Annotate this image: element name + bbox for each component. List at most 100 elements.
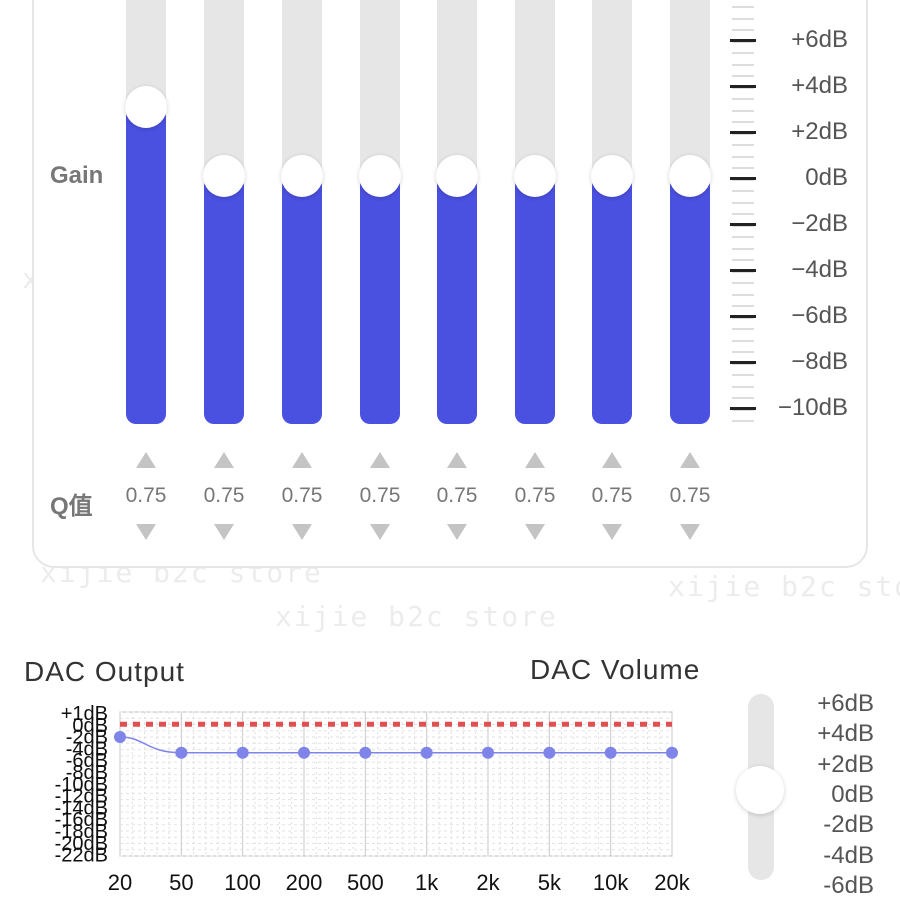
scale-label: −8dB	[791, 348, 848, 375]
q-decrease-icon[interactable]	[214, 524, 234, 540]
q-increase-icon[interactable]	[370, 452, 390, 468]
scale-minor-tick	[732, 144, 754, 146]
scale-minor-tick	[732, 213, 754, 215]
dac-volume-label: 0dB	[831, 780, 874, 808]
q-increase-icon[interactable]	[136, 452, 156, 468]
chart-y-tick-label: -6dB	[66, 750, 108, 772]
scale-major-tick	[730, 39, 756, 42]
q-increase-icon[interactable]	[602, 452, 622, 468]
q-value: 0.75	[436, 484, 478, 507]
chart-y-tick-label: -8dB	[66, 762, 108, 784]
q-decrease-icon[interactable]	[680, 524, 700, 540]
q-increase-icon[interactable]	[680, 452, 700, 468]
q-control: 0.75	[505, 452, 565, 540]
q-increase-icon[interactable]	[292, 452, 312, 468]
eq-band-slider[interactable]	[436, 0, 478, 424]
scale-minor-tick	[732, 18, 754, 20]
watermark: xijie b2c store	[668, 570, 900, 603]
eq-band-knob[interactable]	[591, 155, 633, 197]
q-decrease-icon[interactable]	[292, 524, 312, 540]
chart-point	[543, 746, 556, 759]
dac-volume-knob[interactable]	[736, 766, 784, 814]
eq-band-slider[interactable]	[669, 0, 711, 424]
chart-point	[359, 746, 372, 759]
q-control: 0.75	[350, 452, 410, 540]
eq-band-slider[interactable]	[359, 0, 401, 424]
scale-minor-tick	[732, 6, 754, 8]
q-control: 0.75	[194, 452, 254, 540]
eq-band-fill	[592, 176, 632, 424]
q-decrease-icon[interactable]	[525, 524, 545, 540]
q-decrease-icon[interactable]	[447, 524, 467, 540]
q-value: 0.75	[125, 484, 167, 507]
scale-minor-tick	[732, 179, 754, 181]
eq-band-slider[interactable]	[281, 0, 323, 424]
scale-minor-tick	[732, 351, 754, 353]
eq-band-knob[interactable]	[514, 155, 556, 197]
chart-y-tick-label: -16dB	[55, 809, 108, 831]
scale-label: +4dB	[791, 72, 848, 99]
eq-band-fill	[282, 176, 322, 424]
scale-minor-tick	[732, 340, 754, 342]
eq-band-fill	[204, 176, 244, 424]
chart-x-tick-label: 10k	[593, 870, 629, 895]
chart-y-tick-label: -12dB	[55, 786, 108, 808]
q-label: Q值	[50, 493, 93, 520]
eq-band-slider[interactable]	[591, 0, 633, 424]
scale-label: −4dB	[791, 256, 848, 283]
chart-x-tick-label: 200	[286, 870, 323, 895]
eq-band-slider[interactable]	[514, 0, 556, 424]
scale-minor-tick	[732, 225, 754, 227]
eq-band-slider[interactable]	[203, 0, 245, 424]
scale-minor-tick	[732, 202, 754, 204]
q-increase-icon[interactable]	[525, 452, 545, 468]
scale-minor-tick	[732, 305, 754, 307]
scale-minor-tick	[732, 386, 754, 388]
eq-band-knob[interactable]	[281, 155, 323, 197]
chart-y-tick-label: -22dB	[55, 845, 108, 867]
scale-major-tick	[730, 177, 756, 180]
q-value: 0.75	[669, 484, 711, 507]
scale-major-tick	[730, 131, 756, 134]
scale-minor-tick	[732, 87, 754, 89]
scale-major-tick	[730, 361, 756, 364]
scale-label: 0dB	[805, 164, 848, 191]
eq-band-knob[interactable]	[359, 155, 401, 197]
scale-minor-tick	[732, 259, 754, 261]
chart-y-tick-label: -18dB	[55, 821, 108, 843]
scale-minor-tick	[732, 409, 754, 411]
q-value: 0.75	[591, 484, 633, 507]
chart-y-tick-label: 0dB	[72, 715, 108, 737]
q-value: 0.75	[281, 484, 323, 507]
q-value: 0.75	[514, 484, 556, 507]
scale-minor-tick	[732, 98, 754, 100]
q-decrease-icon[interactable]	[370, 524, 390, 540]
eq-band-knob[interactable]	[203, 155, 245, 197]
scale-major-tick	[730, 223, 756, 226]
scale-label: −10dB	[777, 394, 848, 421]
q-decrease-icon[interactable]	[602, 524, 622, 540]
watermark: xijie b2c store	[275, 600, 558, 633]
scale-label: −2dB	[791, 210, 848, 237]
q-increase-icon[interactable]	[214, 452, 234, 468]
dac-volume-label: -2dB	[823, 811, 874, 839]
dac-volume-title: DAC Volume	[530, 654, 701, 685]
q-control: 0.75	[427, 452, 487, 540]
q-value: 0.75	[359, 484, 401, 507]
scale-minor-tick	[732, 328, 754, 330]
eq-band-knob[interactable]	[125, 86, 167, 128]
q-decrease-icon[interactable]	[136, 524, 156, 540]
chart-x-tick-label: 20k	[654, 870, 690, 895]
eq-band-knob[interactable]	[436, 155, 478, 197]
chart-y-tick-label: -14dB	[55, 797, 108, 819]
eq-band-slider[interactable]	[125, 0, 167, 424]
scale-minor-tick	[732, 75, 754, 77]
eq-band-knob[interactable]	[669, 155, 711, 197]
q-increase-icon[interactable]	[447, 452, 467, 468]
q-control: 0.75	[582, 452, 642, 540]
chart-point	[604, 746, 617, 759]
chart-point	[175, 746, 188, 759]
scale-major-tick	[730, 407, 756, 410]
dac-output-title: DAC Output	[24, 656, 185, 687]
scale-minor-tick	[732, 121, 754, 123]
